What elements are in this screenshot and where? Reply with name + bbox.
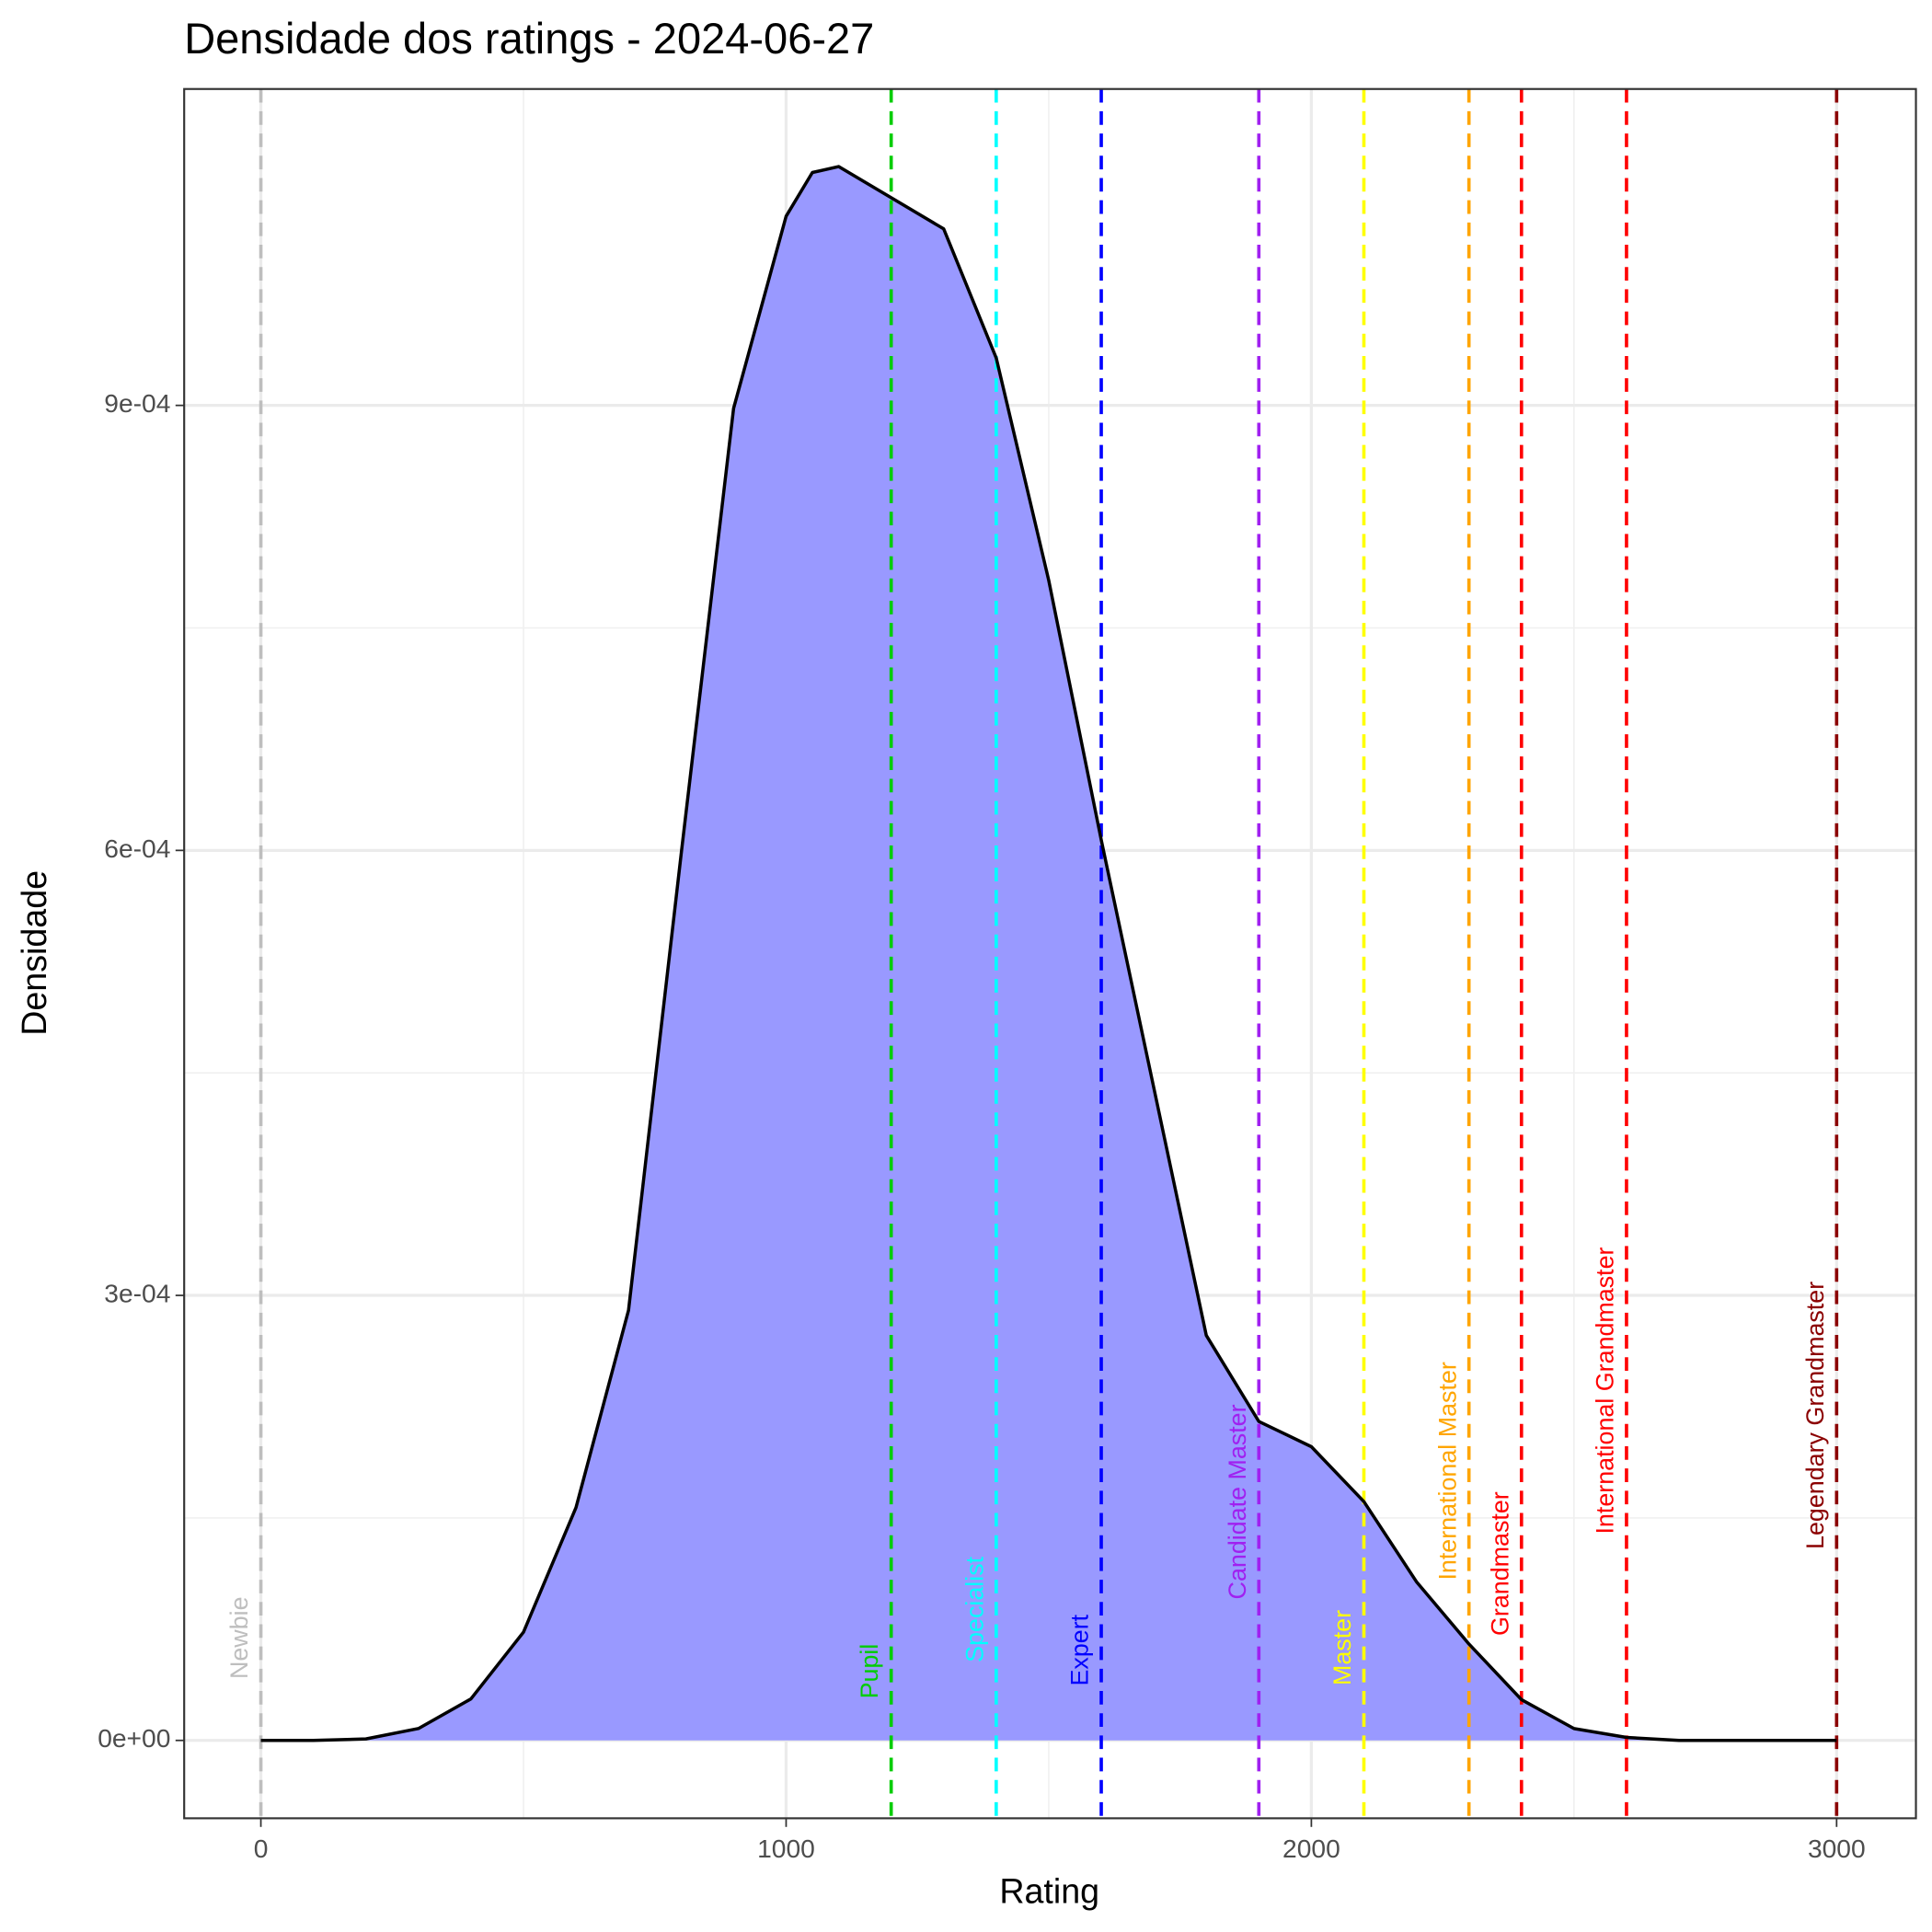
y-tick-label: 3e-04 — [104, 1278, 170, 1307]
y-axis-label: Densidade — [15, 870, 53, 1036]
threshold-label: Specialist — [960, 1556, 988, 1662]
density-area — [260, 167, 1837, 1741]
x-axis-label: Rating — [999, 1871, 1099, 1910]
x-tick-label: 1000 — [757, 1834, 815, 1863]
y-tick-label: 0e+00 — [98, 1723, 170, 1753]
threshold-label: Expert — [1066, 1614, 1094, 1685]
threshold-label: Grandmaster — [1486, 1491, 1513, 1636]
threshold-label: Candidate Master — [1224, 1404, 1251, 1599]
x-tick-label: 2000 — [1282, 1834, 1340, 1863]
chart-title: Densidade dos ratings - 2024-06-27 — [184, 14, 874, 63]
threshold-label: Newbie — [225, 1596, 253, 1679]
threshold-label: Master — [1328, 1610, 1356, 1685]
y-tick-label: 9e-04 — [104, 388, 170, 418]
y-tick-label: 6e-04 — [104, 834, 170, 863]
threshold-label: Pupil — [856, 1644, 883, 1699]
x-tick-label: 3000 — [1808, 1834, 1866, 1863]
threshold-label: Legendary Grandmaster — [1801, 1282, 1829, 1549]
threshold-label: International Master — [1433, 1362, 1461, 1580]
density-line — [260, 165, 1837, 1742]
panel-border — [183, 87, 1917, 1820]
x-tick-label: 0 — [254, 1834, 269, 1863]
threshold-label: International Grandmaster — [1592, 1247, 1619, 1534]
